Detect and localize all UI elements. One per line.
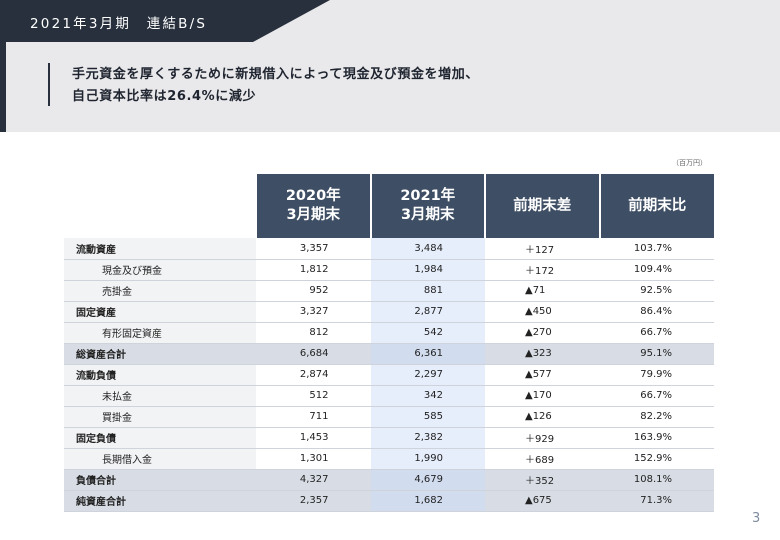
row-label: 現金及び預金 bbox=[64, 259, 256, 281]
row-label: 未払金 bbox=[64, 385, 256, 407]
cell-fy2020: 6,684 bbox=[256, 343, 371, 365]
key-message-line-1: 手元資金を厚くするために新規借入によって現金及び預金を増加、 bbox=[72, 67, 479, 82]
cell-fy2020: 3,327 bbox=[256, 301, 371, 323]
cell-fy2020: 2,874 bbox=[256, 364, 371, 386]
cell-fy2021: 6,361 bbox=[370, 343, 485, 365]
cell-ratio: 82.2% bbox=[599, 406, 714, 428]
cell-fy2021: 1,990 bbox=[370, 448, 485, 470]
cell-fy2021: 881 bbox=[370, 280, 485, 302]
cell-fy2021: 342 bbox=[370, 385, 485, 407]
cell-difference: ▲126 bbox=[485, 406, 600, 428]
cell-ratio: 152.9% bbox=[599, 448, 714, 470]
cell-difference: ＋352 bbox=[485, 469, 600, 491]
cell-fy2021: 1,682 bbox=[370, 490, 485, 512]
cell-ratio: 86.4% bbox=[599, 301, 714, 323]
cell-fy2021: 3,484 bbox=[370, 238, 485, 260]
table-body: 流動資産 3,357 3,484 ＋127 103.7% 現金及び預金 1,812 1,984… bbox=[64, 238, 714, 512]
message-accent-bar bbox=[48, 63, 50, 106]
row-label: 買掛金 bbox=[64, 406, 256, 428]
slide-title: 2021年3月期 連結B/S bbox=[30, 16, 208, 32]
table-row: 有形固定資産 812 542 ▲270 66.7% bbox=[64, 322, 714, 344]
cell-ratio: 108.1% bbox=[599, 469, 714, 491]
key-message-line-2: 自己資本比率は26.4%に減少 bbox=[72, 89, 257, 104]
row-label: 固定負債 bbox=[64, 427, 256, 449]
page-number: 3 bbox=[752, 511, 761, 526]
row-label: 流動資産 bbox=[64, 238, 256, 260]
column-header-ratio: 前期末比 bbox=[598, 174, 714, 238]
table-row: 負債合計 4,327 4,679 ＋352 108.1% bbox=[64, 469, 714, 491]
table-row: 固定資産 3,327 2,877 ▲450 86.4% bbox=[64, 301, 714, 323]
cell-ratio: 79.9% bbox=[599, 364, 714, 386]
cell-ratio: 109.4% bbox=[599, 259, 714, 281]
table-row: 純資産合計 2,357 1,682 ▲675 71.3% bbox=[64, 490, 714, 512]
row-label: 固定資産 bbox=[64, 301, 256, 323]
cell-fy2020: 812 bbox=[256, 322, 371, 344]
row-label: 流動負債 bbox=[64, 364, 256, 386]
column-header-difference: 前期末差 bbox=[484, 174, 600, 238]
cell-fy2020: 1,301 bbox=[256, 448, 371, 470]
cell-difference: ＋929 bbox=[485, 427, 600, 449]
cell-ratio: 71.3% bbox=[599, 490, 714, 512]
table-row: 長期借入金 1,301 1,990 ＋689 152.9% bbox=[64, 448, 714, 470]
table-header-row: 2020年 3月期末 2021年 3月期末 前期末差 前期末比 bbox=[64, 174, 714, 238]
cell-fy2020: 1,812 bbox=[256, 259, 371, 281]
cell-fy2020: 512 bbox=[256, 385, 371, 407]
cell-ratio: 92.5% bbox=[599, 280, 714, 302]
row-label: 有形固定資産 bbox=[64, 322, 256, 344]
cell-ratio: 103.7% bbox=[599, 238, 714, 260]
cell-fy2021: 585 bbox=[370, 406, 485, 428]
row-label: 総資産合計 bbox=[64, 343, 256, 365]
key-message: 手元資金を厚くするために新規借入によって現金及び預金を増加、 自己資本比率は26… bbox=[72, 64, 479, 108]
cell-fy2021: 542 bbox=[370, 322, 485, 344]
cell-difference: ▲323 bbox=[485, 343, 600, 365]
cell-ratio: 163.9% bbox=[599, 427, 714, 449]
cell-difference: ▲270 bbox=[485, 322, 600, 344]
column-header-fy2020-line2: 3月期末 bbox=[286, 207, 341, 223]
cell-fy2021: 2,382 bbox=[370, 427, 485, 449]
row-label: 純資産合計 bbox=[64, 490, 256, 512]
column-header-fy2021-line1: 2021年 bbox=[400, 188, 456, 204]
cell-ratio: 66.7% bbox=[599, 322, 714, 344]
table-row: 現金及び預金 1,812 1,984 ＋172 109.4% bbox=[64, 259, 714, 281]
table-row: 未払金 512 342 ▲170 66.7% bbox=[64, 385, 714, 407]
cell-difference: ▲577 bbox=[485, 364, 600, 386]
table-row: 固定負債 1,453 2,382 ＋929 163.9% bbox=[64, 427, 714, 449]
cell-fy2020: 4,327 bbox=[256, 469, 371, 491]
row-label: 売掛金 bbox=[64, 280, 256, 302]
table-row: 流動負債 2,874 2,297 ▲577 79.9% bbox=[64, 364, 714, 386]
balance-sheet-table: 2020年 3月期末 2021年 3月期末 前期末差 前期末比 流動資産 3,35… bbox=[64, 174, 714, 512]
header-blank-cell bbox=[64, 174, 256, 238]
column-header-fy2020: 2020年 3月期末 bbox=[255, 174, 371, 238]
cell-difference: ▲675 bbox=[485, 490, 600, 512]
row-label: 負債合計 bbox=[64, 469, 256, 491]
table-row: 流動資産 3,357 3,484 ＋127 103.7% bbox=[64, 238, 714, 260]
cell-difference: ▲71 bbox=[485, 280, 600, 302]
cell-fy2020: 1,453 bbox=[256, 427, 371, 449]
cell-difference: ＋689 bbox=[485, 448, 600, 470]
column-header-fy2021: 2021年 3月期末 bbox=[369, 174, 485, 238]
cell-fy2020: 952 bbox=[256, 280, 371, 302]
column-header-fy2020-line1: 2020年 bbox=[285, 188, 341, 204]
cell-difference: ▲450 bbox=[485, 301, 600, 323]
cell-difference: ＋127 bbox=[485, 238, 600, 260]
column-header-fy2021-line2: 3月期末 bbox=[400, 207, 455, 223]
cell-fy2021: 1,984 bbox=[370, 259, 485, 281]
cell-ratio: 66.7% bbox=[599, 385, 714, 407]
table-row: 総資産合計 6,684 6,361 ▲323 95.1% bbox=[64, 343, 714, 365]
cell-fy2020: 3,357 bbox=[256, 238, 371, 260]
cell-fy2020: 2,357 bbox=[256, 490, 371, 512]
cell-fy2020: 711 bbox=[256, 406, 371, 428]
cell-ratio: 95.1% bbox=[599, 343, 714, 365]
cell-difference: ▲170 bbox=[485, 385, 600, 407]
cell-fy2021: 4,679 bbox=[370, 469, 485, 491]
left-accent-bar bbox=[0, 42, 6, 132]
row-label: 長期借入金 bbox=[64, 448, 256, 470]
cell-fy2021: 2,877 bbox=[370, 301, 485, 323]
cell-difference: ＋172 bbox=[485, 259, 600, 281]
cell-fy2021: 2,297 bbox=[370, 364, 485, 386]
unit-note: （百万円） bbox=[672, 159, 707, 167]
table-row: 買掛金 711 585 ▲126 82.2% bbox=[64, 406, 714, 428]
table-row: 売掛金 952 881 ▲71 92.5% bbox=[64, 280, 714, 302]
